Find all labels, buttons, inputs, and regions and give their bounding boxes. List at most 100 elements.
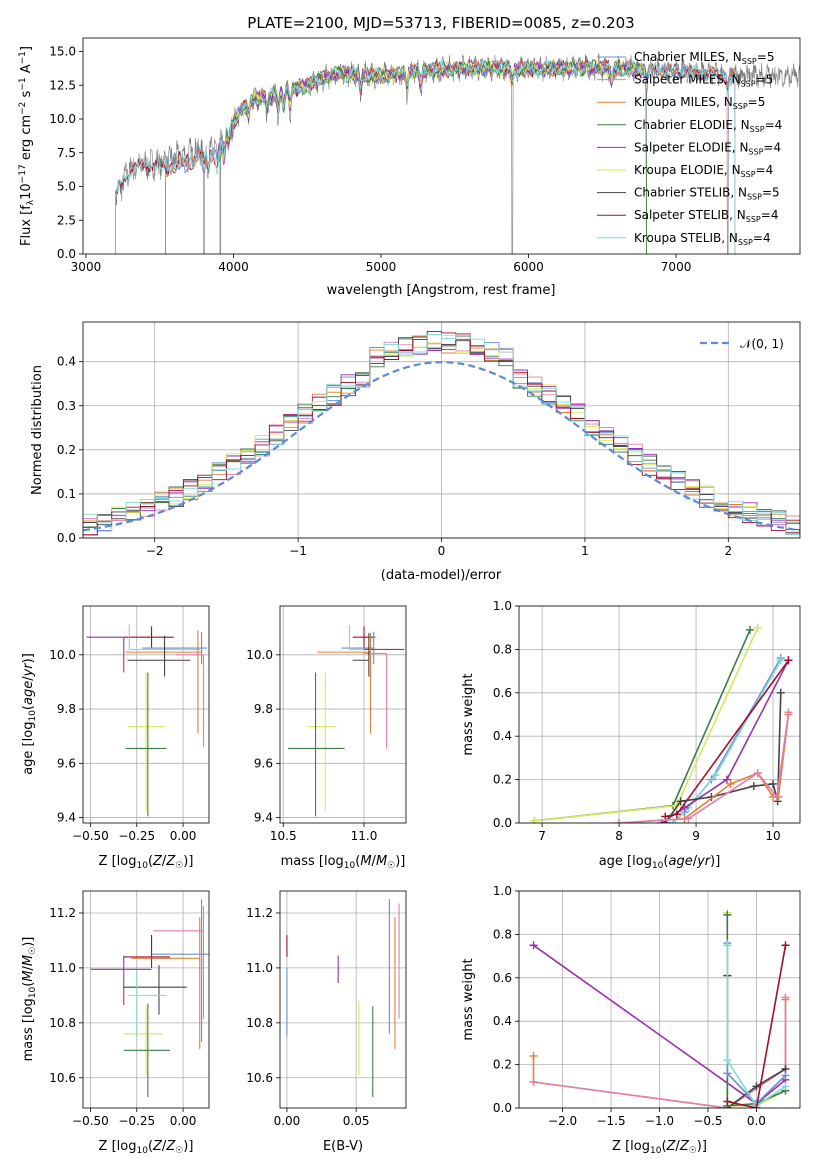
y-tick-label: 0.0 (493, 1101, 512, 1115)
model-spectrum (165, 58, 736, 254)
weight-marker (723, 1097, 732, 1106)
y-tick-label: 0.6 (493, 686, 512, 700)
weight-marker (781, 1071, 790, 1080)
y-tick-label: 0.0 (57, 531, 76, 545)
weight-marker (722, 775, 731, 784)
x-axis-label: Z [log10(Z/Z☉)] (612, 1139, 707, 1156)
x-tick-label: 0.00 (170, 1114, 197, 1128)
axes-age-vs-Z: −0.50 −0.25 0.00 9.4 9.6 9.8 10.0 (49, 605, 210, 843)
y-tick-label: 0.3 (57, 399, 76, 413)
weight-marker (752, 1082, 761, 1091)
x-tick-label: −1.5 (596, 1114, 625, 1128)
x-tick-label: 6000 (513, 260, 544, 274)
legend: 𝒩(0, 1) (700, 337, 784, 351)
y-tick-label: 9.4 (57, 811, 76, 825)
x-tick-label: 9 (692, 829, 700, 843)
y-tick-label: 0.0 (493, 816, 512, 830)
model-spectrum (115, 59, 736, 254)
y-tick-label: 0.2 (493, 1058, 512, 1072)
y-tick-label: 10.6 (49, 1071, 76, 1085)
weight-marker (676, 797, 685, 806)
y-tick-label: 9.8 (254, 702, 273, 716)
x-tick-label: 0 (438, 544, 446, 558)
grid (519, 890, 800, 1109)
x-tick-label: 7 (538, 829, 546, 843)
axes-frame (82, 605, 210, 824)
y-tick-label: 7.5 (57, 146, 76, 160)
y-tick-label: 2.5 (57, 213, 76, 227)
x-tick-label: 3000 (71, 260, 102, 274)
weight-line (619, 712, 790, 823)
axes-weight-vs-Z: −2.0 −1.5 −1.0 −0.5 0.0 0.0 0.2 0.4 0.6 0.8 1.0 (493, 884, 801, 1128)
model-spectrum (165, 59, 736, 254)
legend-entry: 𝒩(0, 1) (740, 337, 784, 351)
residual-histogram (83, 336, 800, 530)
weight-marker (723, 1069, 732, 1078)
weight-marker (749, 782, 758, 791)
y-tick-label: 1.0 (493, 599, 512, 613)
axes-mass-vs-EBV: 0.00 0.05 10.6 10.8 11.0 11.2 (246, 890, 407, 1128)
weight-marker (723, 1056, 732, 1065)
weight-marker (753, 623, 762, 632)
weight-marker (530, 816, 539, 823)
weight-marker (745, 625, 754, 634)
weight-marker (753, 769, 762, 778)
x-tick-label: −1 (289, 544, 307, 558)
x-tick-label: 0.00 (170, 829, 197, 843)
x-tick-label: 4000 (218, 260, 249, 274)
normal-curve (83, 360, 800, 532)
weight-line (534, 629, 751, 822)
y-axis-label: mass [log10(M/M☉)] (21, 937, 38, 1062)
y-tick-label: 0.4 (57, 355, 76, 369)
y-tick-label: 10.6 (246, 1071, 273, 1085)
plot-area (288, 624, 405, 817)
x-axis-label: (data-model)/error (381, 568, 502, 583)
x-tick-label: −2 (146, 544, 164, 558)
weight-marker (772, 792, 781, 801)
x-tick-label: −0.5 (693, 1114, 722, 1128)
weight-marker (726, 779, 735, 788)
axes-frame (82, 890, 210, 1109)
weight-marker (781, 1082, 790, 1091)
model-spectrum (219, 58, 647, 254)
grid (280, 891, 406, 1108)
y-tick-label: 0.6 (493, 971, 512, 985)
plot-area (530, 623, 793, 823)
plot-area (286, 899, 400, 1098)
weight-marker (776, 656, 785, 665)
y-tick-label: 0.1 (57, 487, 76, 501)
x-tick-label: −0.25 (118, 829, 155, 843)
y-tick-label: 5.0 (57, 180, 76, 194)
x-tick-label: −0.50 (72, 1114, 109, 1128)
x-axis-label: Z [log10(Z/Z☉)] (99, 854, 194, 871)
plot-area (90, 899, 209, 1098)
y-tick-label: 9.8 (57, 702, 76, 716)
weight-marker (529, 941, 538, 950)
weight-marker (529, 1051, 538, 1060)
x-tick-label: 7000 (661, 260, 692, 274)
x-axis-label: Z [log10(Z/Z☉)] (99, 1139, 194, 1156)
legend-entry: Salpeter ELODIE, NSSP=4 (634, 140, 781, 156)
axes-residuals: −2 −1 0 1 2 0.0 0.1 0.2 0.3 0.4 (57, 321, 801, 558)
y-tick-label: 10.0 (246, 648, 273, 662)
weight-marker (769, 779, 778, 788)
grid (83, 606, 209, 823)
weight-marker (711, 771, 720, 780)
legend-entry: Kroupa ELODIE, NSSP=4 (634, 163, 773, 179)
weight-line (726, 945, 786, 1107)
legend-entry: Chabrier MILES, NSSP=5 (634, 50, 774, 66)
residual-histogram (83, 330, 800, 536)
x-tick-label: −0.50 (72, 829, 109, 843)
x-axis-label: wavelength [Angstrom, rest frame] (327, 283, 556, 298)
weight-marker (784, 708, 793, 717)
y-tick-label: 0.8 (493, 927, 512, 941)
x-axis-label: E(B-V) (323, 1139, 363, 1154)
plot-area (115, 53, 800, 254)
y-tick-label: 12.5 (49, 78, 76, 92)
weight-marker (672, 810, 681, 819)
y-tick-label: 11.0 (49, 961, 76, 975)
grid (83, 891, 209, 1108)
x-tick-label: 5000 (366, 260, 397, 274)
y-tick-label: 0.4 (493, 729, 512, 743)
axes-frame (82, 321, 801, 539)
